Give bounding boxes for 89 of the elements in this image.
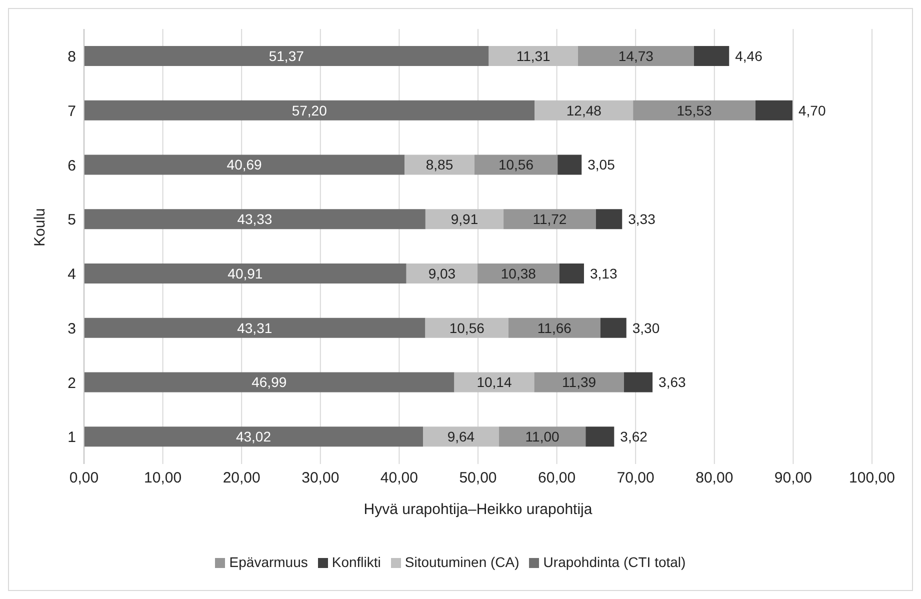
data-label: 11,00 xyxy=(525,428,560,445)
data-label: 40,91 xyxy=(228,265,263,282)
x-tick-label: 20,00 xyxy=(222,470,260,487)
y-tick-label: 6 xyxy=(68,157,76,174)
bar xyxy=(508,318,600,338)
bar xyxy=(596,209,622,230)
data-label: 43,33 xyxy=(237,211,272,228)
data-label: 11,39 xyxy=(562,374,596,390)
data-label: 46,99 xyxy=(252,374,287,390)
x-tick-label: 40,00 xyxy=(380,470,418,487)
y-tick-label: 2 xyxy=(68,374,76,392)
legend-label: Konflikti xyxy=(332,554,381,570)
data-label: 3,33 xyxy=(628,211,656,228)
data-label: 12,48 xyxy=(566,102,602,118)
bar xyxy=(694,46,730,66)
bar xyxy=(84,100,535,120)
data-label: 40,69 xyxy=(226,156,262,173)
data-label: 3,62 xyxy=(620,428,648,445)
bar xyxy=(84,264,406,284)
bar xyxy=(624,372,653,392)
bar xyxy=(586,426,614,447)
x-tick-label: 100,00 xyxy=(849,470,895,487)
data-label: 3,30 xyxy=(632,320,660,336)
bar xyxy=(404,154,474,175)
data-label: 9,91 xyxy=(450,211,478,228)
bar xyxy=(600,318,626,338)
data-label: 4,70 xyxy=(798,102,826,118)
bar xyxy=(578,46,694,66)
bar xyxy=(633,100,756,120)
bar xyxy=(534,100,634,120)
bar xyxy=(423,426,499,447)
bar xyxy=(84,426,423,447)
data-label: 11,66 xyxy=(537,320,572,336)
data-label: 11,31 xyxy=(516,48,551,64)
legend-label: Epävarmuus xyxy=(229,554,308,570)
data-label: 57,20 xyxy=(292,102,328,118)
data-label: 3,63 xyxy=(658,374,686,390)
bar xyxy=(498,426,586,447)
x-tick-label: 0,00 xyxy=(69,470,99,487)
data-label: 9,64 xyxy=(447,428,475,445)
bar xyxy=(84,209,426,230)
data-label: 10,56 xyxy=(498,156,534,173)
bar xyxy=(478,264,560,284)
x-tick-label: 70,00 xyxy=(616,470,654,487)
bar xyxy=(474,154,558,175)
bar xyxy=(406,264,478,284)
bar xyxy=(504,209,596,230)
y-tick-label: 5 xyxy=(68,212,76,229)
bar xyxy=(84,46,489,66)
data-label: 11,72 xyxy=(532,211,567,228)
x-tick-label: 30,00 xyxy=(302,470,340,487)
data-label: 3,13 xyxy=(590,265,618,282)
data-label: 10,56 xyxy=(449,320,485,336)
data-label: 9,03 xyxy=(428,265,456,282)
x-tick-label: 60,00 xyxy=(538,470,576,487)
bar xyxy=(454,372,534,392)
bar xyxy=(558,154,582,175)
bar xyxy=(84,154,405,175)
x-tick-label: 10,00 xyxy=(144,470,182,487)
data-label: 15,53 xyxy=(676,102,712,118)
y-tick-label: 4 xyxy=(68,266,76,284)
data-label: 4,46 xyxy=(735,48,763,64)
bar xyxy=(559,264,584,284)
data-label: 43,02 xyxy=(236,428,272,445)
y-tick-label: 1 xyxy=(68,429,76,446)
y-tick-label: 3 xyxy=(68,320,76,338)
y-axis-title: Koulu xyxy=(31,208,48,246)
legend-label: Sitoutuminen (CA) xyxy=(404,554,520,570)
x-tick-label: 90,00 xyxy=(774,470,812,487)
data-label: 3,05 xyxy=(588,156,616,173)
bar xyxy=(84,372,454,392)
bar xyxy=(755,100,792,120)
data-label: 10,38 xyxy=(500,265,536,282)
bar xyxy=(84,318,426,338)
x-tick-label: 50,00 xyxy=(459,470,497,487)
bar xyxy=(425,318,508,338)
bar xyxy=(488,46,578,66)
bar xyxy=(534,372,624,392)
data-label: 43,31 xyxy=(237,320,272,336)
data-label: 14,73 xyxy=(618,48,654,64)
bar xyxy=(425,209,504,230)
x-axis-title: Hyvä urapohtija–Heikko urapohtija xyxy=(364,501,593,518)
data-label: 51,37 xyxy=(268,48,304,64)
data-label: 8,85 xyxy=(426,156,454,173)
y-tick-label: 8 xyxy=(68,48,76,66)
data-label: 10,14 xyxy=(476,374,512,390)
y-tick-label: 7 xyxy=(68,102,76,120)
legend-label: Urapohdinta (CTI total) xyxy=(543,554,686,570)
x-tick-label: 80,00 xyxy=(696,470,734,487)
